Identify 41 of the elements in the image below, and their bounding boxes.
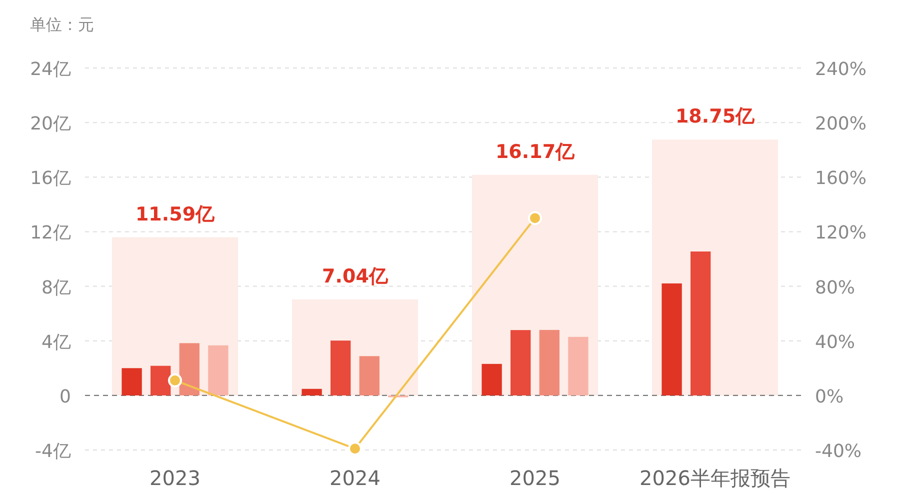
bar	[568, 336, 588, 396]
data-label: 18.75亿	[675, 106, 756, 128]
bar	[482, 364, 502, 396]
bar	[539, 330, 560, 396]
y-tick-label: 12亿	[30, 222, 71, 244]
y2-tick-label: 80%	[815, 277, 856, 298]
bar	[208, 345, 228, 396]
x-tick-label: 2025	[510, 466, 560, 490]
y-tick-label: 20亿	[30, 114, 71, 135]
x-tick-label: 2023	[150, 466, 200, 490]
y2-tick-label: 160%	[815, 168, 866, 190]
bar	[122, 368, 142, 396]
y2-tick-label: 240%	[815, 59, 866, 80]
y2-tick-label: -40%	[815, 441, 862, 462]
bar	[179, 343, 200, 396]
bar	[690, 251, 711, 396]
bar	[330, 340, 351, 396]
bar	[662, 283, 682, 396]
y-tick-label: 16亿	[30, 168, 71, 190]
point	[528, 211, 542, 226]
bar	[510, 330, 531, 396]
y-tick-label: -4亿	[35, 441, 71, 462]
y-axis-title: 单位：元	[30, 15, 94, 34]
y-tick-label: 8亿	[42, 277, 71, 298]
y-tick-label: 4亿	[42, 332, 71, 353]
x-tick-label: 2026半年报预告	[640, 466, 790, 490]
data-label: 11.59亿	[135, 203, 216, 226]
point	[168, 373, 182, 388]
x-tick-label: 2024	[330, 466, 380, 490]
y2-tick-label: 40%	[815, 332, 856, 353]
y2-tick-label: 200%	[815, 114, 866, 135]
data-label: 16.17亿	[495, 140, 576, 163]
y-tick-label: 24亿	[30, 59, 71, 80]
bar	[359, 356, 380, 396]
y2-tick-label: 120%	[815, 222, 866, 244]
bar	[302, 388, 322, 396]
y-tick-label: 0	[60, 386, 71, 408]
bar	[150, 366, 171, 396]
data-label: 7.04亿	[322, 265, 389, 288]
point	[348, 442, 362, 456]
y2-tick-label: 0%	[815, 386, 844, 408]
